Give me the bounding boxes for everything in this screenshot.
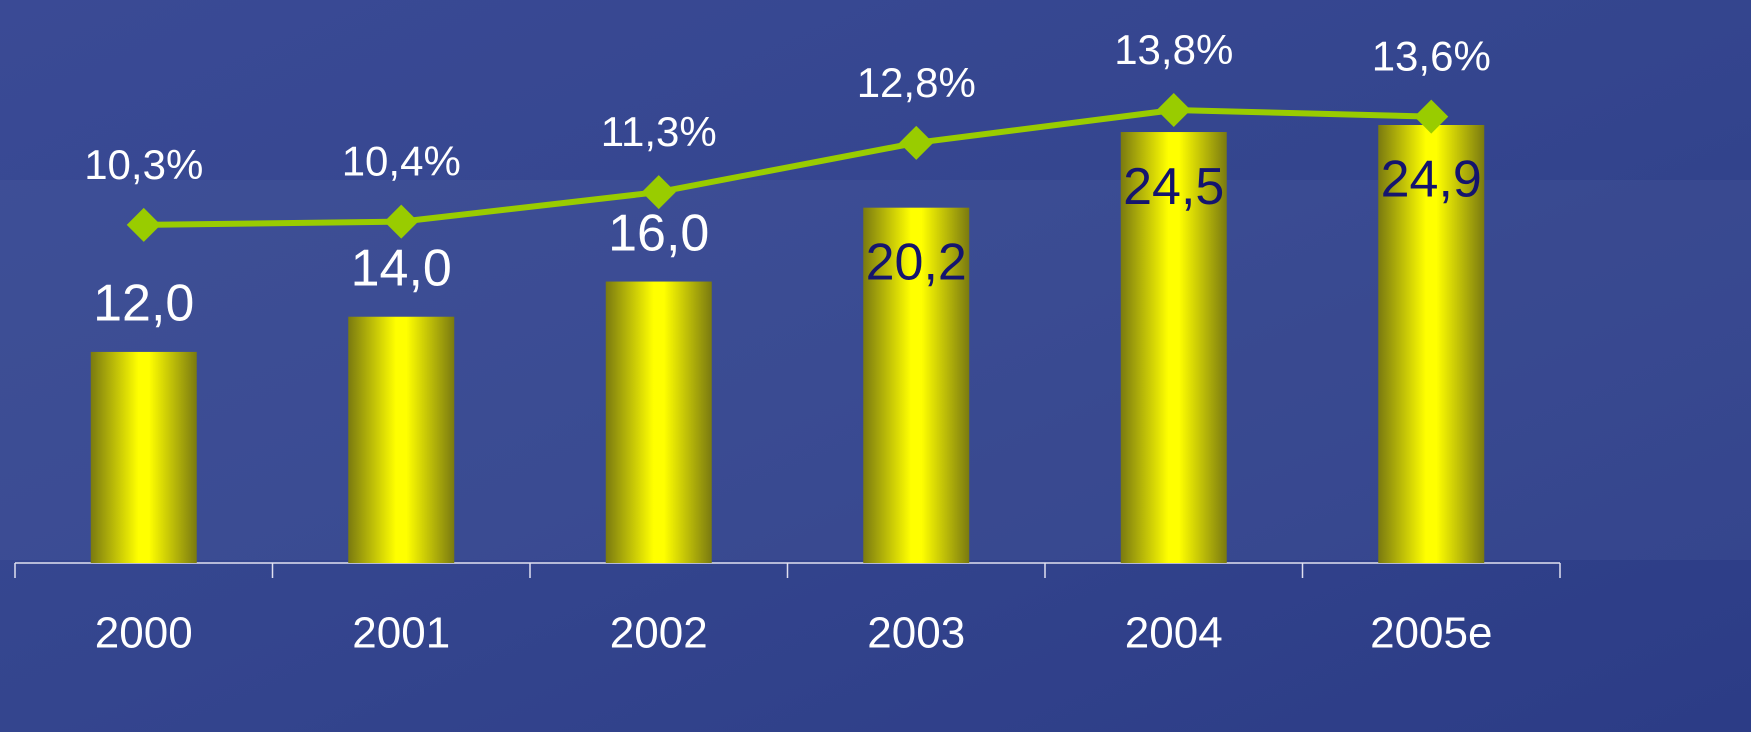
line-value-label: 11,3% [601,108,717,155]
bar [91,352,197,563]
line-value-label: 12,8% [857,59,976,106]
x-tick-label: 2002 [610,609,708,658]
page: 2000 2001 2002 2003 2004 2005e 10,3% 10,4% 11,3%… [0,0,1751,732]
bar-value-label: 14,0 [351,239,452,297]
bar-value-label: 16,0 [608,204,709,262]
x-tick-label: 2005e [1370,609,1492,658]
line-value-label: 13,8% [1114,26,1233,73]
x-tick-label: 2003 [867,609,965,658]
line-value-label: 13,6% [1372,33,1491,80]
bar [606,282,712,563]
chart: 2000 2001 2002 2003 2004 2005e 10,3% 10,4% 11,3%… [0,0,1751,732]
bar-value-label: 24,5 [1123,158,1224,216]
bar [348,317,454,563]
bar-value-label: 12,0 [93,275,194,333]
bar-value-label: 24,9 [1381,151,1482,209]
x-tick-label: 2000 [95,609,193,658]
x-tick-label: 2001 [352,609,450,658]
line-value-label: 10,4% [342,138,461,185]
bar-value-label: 20,2 [866,233,967,291]
line-value-label: 10,3% [84,141,203,188]
x-tick-label: 2004 [1125,609,1223,658]
